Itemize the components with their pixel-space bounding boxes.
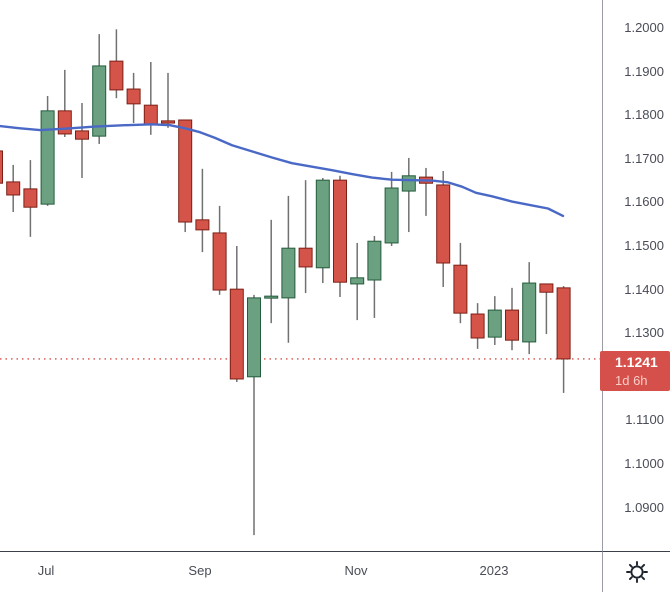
candle-body (247, 297, 261, 378)
candle-body (229, 288, 244, 380)
candle-body (436, 184, 451, 264)
candle-body (505, 309, 519, 341)
moving-average-line (0, 123, 565, 218)
time-axis-tick: Nov (344, 563, 368, 578)
candle-body (539, 283, 554, 293)
candle-body (212, 232, 227, 291)
axis-corner (602, 551, 670, 592)
bar-countdown: 1d 6h (615, 372, 648, 388)
price-axis-tick: 1.1400 (624, 281, 664, 297)
candle-body (195, 219, 210, 231)
time-axis-tick: Jul (37, 563, 55, 578)
time-axis-tick: Sep (188, 563, 212, 578)
candle-body (333, 179, 347, 283)
candle-body (315, 179, 330, 269)
candle-body (143, 104, 158, 126)
price-axis-tick: 1.1900 (624, 63, 664, 79)
price-axis[interactable]: 1.2000 1.1900 1.1800 1.1700 1.1600 1.1500 1.14… (602, 0, 670, 551)
price-axis-tick: 1.1600 (624, 194, 664, 210)
candle-body (126, 88, 141, 105)
gear-icon (625, 561, 648, 583)
price-axis-tick: 1.1100 (625, 412, 664, 428)
candle-body (556, 287, 571, 360)
candle-body (178, 119, 193, 223)
price-axis-tick: 1.1500 (624, 238, 664, 253)
price-axis-tick: 1.2000 (624, 20, 664, 35)
candle-body (92, 65, 107, 137)
price-axis-tick: 1.1000 (624, 456, 664, 471)
candle-body (384, 187, 399, 244)
candle-body (470, 313, 485, 339)
candle-body (264, 295, 279, 299)
candle-body (453, 264, 468, 314)
candle-body (281, 247, 296, 299)
candle-body (367, 240, 382, 281)
candle-body (40, 110, 55, 205)
time-axis-tick: 2023 (479, 563, 509, 578)
candle-body (487, 309, 502, 338)
candle-body (298, 247, 313, 268)
candlestick-chart[interactable] (0, 0, 602, 551)
price-axis-tick: 1.1700 (624, 150, 664, 166)
candle-body (6, 181, 21, 196)
price-scale-settings-button[interactable] (622, 557, 652, 587)
candle-body (350, 277, 365, 285)
candle-body (522, 282, 537, 343)
price-axis-tick: 1.1800 (624, 107, 664, 123)
price-axis-tick: 1.0900 (624, 499, 664, 515)
candle-body (75, 130, 89, 140)
price-axis-tick: 1.1300 (624, 325, 664, 341)
candle-body (161, 120, 175, 124)
candle-body (57, 110, 72, 135)
candle-body (109, 60, 124, 91)
candle-body (401, 175, 416, 192)
time-axis[interactable]: Jul Sep Nov 2023 (0, 551, 602, 592)
chart-pane[interactable] (0, 0, 602, 551)
current-price-value: 1.1241 (615, 353, 658, 370)
current-price-label: 1.1241 1d 6h (600, 350, 670, 391)
candle-body (23, 188, 38, 208)
candle-body (0, 150, 3, 184)
